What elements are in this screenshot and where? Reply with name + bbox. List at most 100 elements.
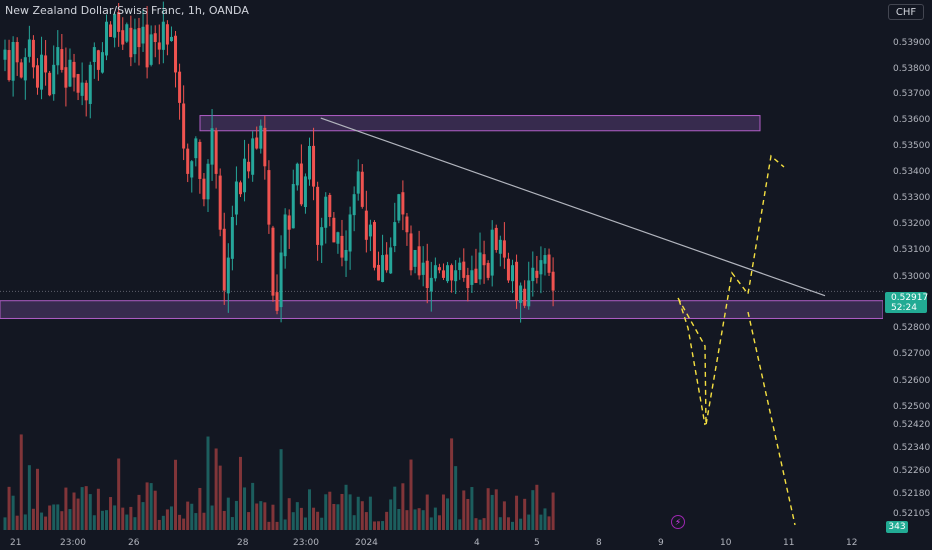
candle-body bbox=[251, 138, 255, 175]
volume-bar bbox=[27, 465, 31, 530]
candle-body bbox=[178, 71, 182, 103]
candle-body bbox=[446, 265, 450, 282]
volume-bar bbox=[190, 503, 194, 530]
candle-body bbox=[31, 39, 35, 68]
symbol-title[interactable]: New Zealand Dollar/Swiss Franc, 1h, OAND… bbox=[5, 4, 249, 17]
candle-body bbox=[48, 72, 52, 96]
candle-body bbox=[527, 280, 531, 307]
x-tick-label: 12 bbox=[846, 538, 857, 548]
candle-body bbox=[88, 64, 92, 104]
x-tick-label: 26 bbox=[128, 538, 140, 548]
volume-bar bbox=[226, 497, 230, 530]
candle-body bbox=[539, 260, 543, 275]
candle-body bbox=[169, 36, 173, 42]
volume-bar bbox=[437, 515, 441, 530]
y-tick-label: 0.52800 bbox=[893, 323, 930, 333]
candle-body bbox=[153, 33, 157, 42]
volume-bar bbox=[7, 486, 11, 530]
candle-body bbox=[68, 59, 72, 87]
volume-bar bbox=[100, 510, 104, 530]
trendline[interactable] bbox=[320, 117, 826, 297]
candle-body bbox=[413, 249, 417, 267]
volume-bar bbox=[202, 512, 206, 530]
volume-bar bbox=[490, 494, 494, 530]
volume-bar bbox=[3, 517, 7, 530]
volume-bar bbox=[31, 508, 35, 530]
x-tick-label: 8 bbox=[596, 538, 602, 548]
y-tick-label: 0.53800 bbox=[893, 64, 930, 74]
volume-bar bbox=[161, 515, 165, 530]
candle-body bbox=[186, 148, 190, 174]
y-tick-label: 0.52180 bbox=[893, 489, 930, 499]
price-axis[interactable] bbox=[883, 0, 932, 550]
volume-bar bbox=[117, 458, 121, 530]
candle-body bbox=[308, 145, 311, 180]
x-tick-label: 4 bbox=[474, 538, 480, 548]
candle-body bbox=[421, 262, 425, 275]
lightning-icon[interactable]: ⚡ bbox=[671, 515, 685, 529]
candle-body bbox=[218, 175, 222, 230]
candle-body bbox=[210, 128, 214, 165]
candle-body bbox=[105, 21, 108, 56]
volume-bar bbox=[364, 512, 368, 530]
volume-bar bbox=[109, 497, 113, 530]
volume-bar bbox=[429, 517, 433, 530]
projection-path-down[interactable] bbox=[678, 299, 706, 426]
volume-bar bbox=[494, 489, 498, 530]
volume-bar bbox=[316, 511, 320, 530]
volume-bar bbox=[153, 490, 157, 530]
volume-bar bbox=[413, 509, 417, 530]
volume-bar bbox=[340, 493, 344, 530]
volume-bar bbox=[454, 466, 458, 530]
y-tick-label: 0.53700 bbox=[893, 89, 930, 99]
y-tick-label: 0.52420 bbox=[893, 420, 930, 430]
time-axis[interactable] bbox=[0, 533, 932, 550]
volume-bar bbox=[332, 503, 336, 530]
volume-bar bbox=[165, 509, 169, 530]
volume-bar bbox=[133, 517, 137, 530]
candle-body bbox=[360, 171, 364, 207]
zone-resistance[interactable] bbox=[199, 115, 761, 132]
candle-body bbox=[515, 261, 519, 301]
volume-bar bbox=[11, 495, 15, 530]
zone-support[interactable] bbox=[0, 300, 884, 319]
candle-body bbox=[60, 49, 64, 70]
candle-body bbox=[332, 217, 336, 243]
projection-path-down-2[interactable] bbox=[747, 311, 796, 526]
candle-body bbox=[137, 28, 141, 48]
candle-body bbox=[417, 246, 421, 276]
volume-bar bbox=[303, 517, 307, 530]
candle-body bbox=[214, 130, 218, 174]
candle-body bbox=[470, 270, 474, 285]
volume-bar bbox=[72, 492, 76, 530]
x-tick-label: 9 bbox=[658, 538, 664, 548]
volume-bar bbox=[287, 498, 291, 530]
candle-body bbox=[3, 49, 7, 60]
volume-bar bbox=[535, 484, 539, 530]
candle-body bbox=[437, 267, 441, 271]
volume-bar bbox=[222, 510, 226, 530]
volume-bar bbox=[543, 508, 547, 530]
volume-bar bbox=[377, 521, 381, 530]
currency-button[interactable]: CHF bbox=[888, 4, 924, 20]
last-price-value: 0.52917 bbox=[891, 293, 929, 303]
candle-body bbox=[267, 170, 271, 225]
candle-body bbox=[234, 181, 238, 215]
volume-bar bbox=[466, 498, 470, 530]
volume-bar bbox=[547, 516, 551, 530]
volume-bar bbox=[194, 513, 198, 530]
candle-body bbox=[364, 210, 368, 240]
candle-body bbox=[275, 292, 279, 311]
volume-bar bbox=[441, 494, 445, 530]
y-tick-label: 0.52600 bbox=[893, 376, 930, 386]
volume-bar bbox=[40, 512, 44, 530]
candle-body bbox=[295, 163, 299, 186]
candle-body bbox=[316, 186, 320, 245]
candle-body bbox=[324, 196, 328, 228]
candle-body bbox=[259, 125, 263, 149]
candle-body bbox=[287, 215, 291, 230]
volume-bar bbox=[462, 490, 466, 530]
projection-path-up[interactable] bbox=[677, 154, 785, 426]
volume-bar bbox=[88, 494, 92, 530]
